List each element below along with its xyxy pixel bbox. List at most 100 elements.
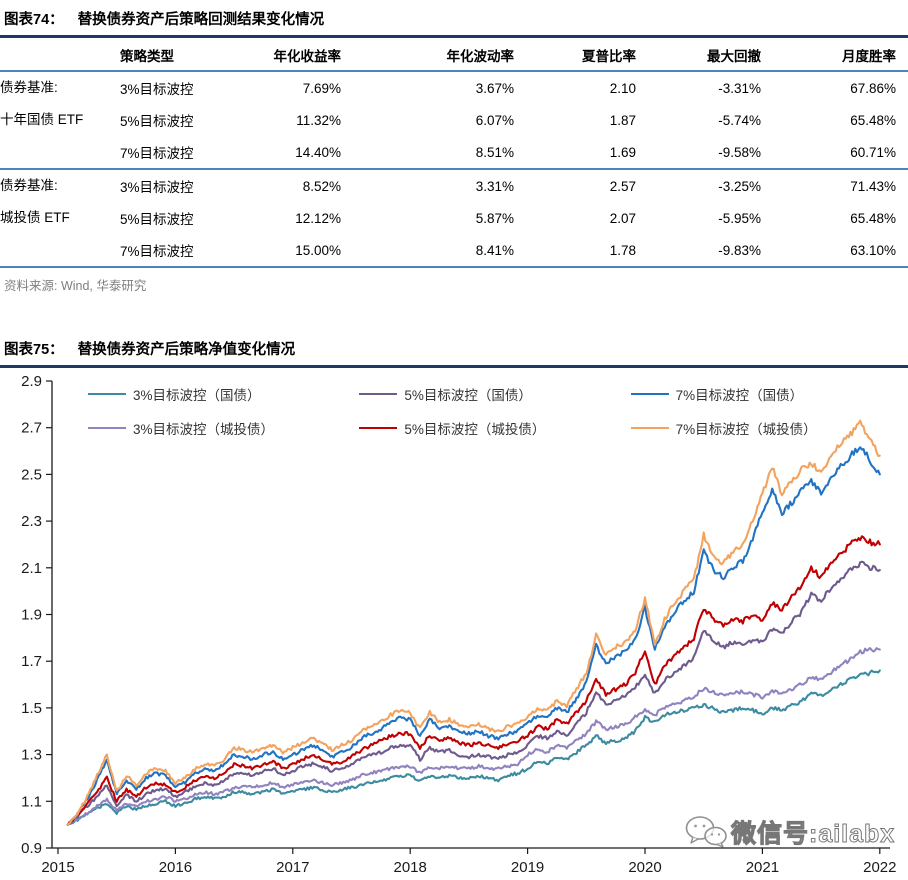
table-cell: 15.00% (295, 242, 341, 258)
y-tick-label: 1.1 (21, 793, 42, 810)
chart-legend: 3%目标波控（国债） 5%目标波控（国债） 7%目标波控（国债） 3%目标波控（城投债… (88, 384, 902, 438)
table-cell: -9.83% (718, 242, 761, 258)
table-cell: -5.95% (718, 210, 761, 226)
series-line (66, 647, 881, 826)
legend-item: 3%目标波控（城投债） (88, 418, 359, 438)
table-cell: 3.31% (475, 178, 514, 194)
figure-75: 图表75： 替换债券资产后策略净值变化情况 0.9 1.1 1.3 1.5 1.7 1.9 2… (0, 330, 908, 880)
legend-line-swatch (359, 426, 398, 430)
x-tick-label: 2021 (746, 859, 779, 876)
table-cell: 1.78 (609, 242, 636, 258)
benchmark-cell: 债券基准: 城投债 ETF (0, 170, 112, 266)
legend-item: 7%目标波控（城投债） (630, 418, 902, 438)
y-tick-label: 2.5 (21, 466, 42, 483)
net-value-chart: 0.9 1.1 1.3 1.5 1.7 1.9 2.1 2.3 2.5 2.7 2.9 2015 201… (21, 373, 896, 876)
legend-item: 5%目标波控（城投债） (359, 418, 630, 438)
figure74-title: 替换债券资产后策略回测结果变化情况 (77, 12, 325, 28)
table-cell: 2.07 (609, 210, 636, 226)
column-header: 策略类型 (120, 49, 174, 64)
y-tick-label: 1.3 (21, 747, 42, 764)
legend-line-swatch (630, 426, 669, 430)
table-cell: 8.52% (302, 178, 341, 194)
table-cell: 60.71% (850, 144, 896, 160)
x-tick-label: 2019 (511, 859, 544, 876)
legend-label: 5%目标波控（国债） (404, 388, 532, 403)
table-cell: 71.43% (850, 178, 896, 194)
series-line (66, 669, 881, 826)
table-row: 3%目标波控 7.69% 3.67% 2.10 -3.31% 67.86% (112, 72, 908, 104)
x-tick-label: 2020 (628, 859, 661, 876)
table-cell: 63.10% (850, 242, 896, 258)
legend-item: 3%目标波控（国债） (88, 384, 359, 404)
table-cell: 7%目标波控 (120, 244, 194, 259)
figure75-title: 替换债券资产后策略净值变化情况 (77, 342, 296, 358)
table-cell: 7%目标波控 (120, 146, 194, 161)
table-cell: 65.48% (850, 210, 896, 226)
table-cell: 5%目标波控 (120, 212, 194, 227)
chart-area: 0.9 1.1 1.3 1.5 1.7 1.9 2.1 2.3 2.5 2.7 2.9 2015 201… (0, 368, 908, 880)
legend-line-swatch (630, 392, 669, 396)
table-cell: 8.41% (475, 242, 514, 258)
y-tick-label: 2.1 (21, 560, 42, 577)
benchmark-line: 十年国债 ETF (0, 112, 84, 127)
series-line (66, 419, 881, 826)
benchmark-line: 债券基准: (0, 178, 58, 193)
column-header: 夏普比率 (582, 49, 636, 64)
series-line (66, 535, 881, 826)
legend-line-swatch (88, 426, 126, 430)
x-tick-label: 2018 (394, 859, 427, 876)
table-cell: 6.07% (475, 112, 514, 128)
table-cell: 3.67% (475, 80, 514, 96)
table-header-row: 策略类型 年化收益率 年化波动率 夏普比率 最大回撤 月度胜率 (0, 40, 908, 72)
table-row: 5%目标波控 12.12% 5.87% 2.07 -5.95% 65.48% (112, 202, 908, 234)
table-cell: 5.87% (475, 210, 514, 226)
benchmark-line: 债券基准: (0, 80, 58, 95)
column-header: 年化收益率 (273, 49, 342, 64)
y-tick-label: 2.7 (21, 420, 42, 437)
table-row: 5%目标波控 11.32% 6.07% 1.87 -5.74% 65.48% (112, 104, 908, 136)
table-row: 7%目标波控 14.40% 8.51% 1.69 -9.58% 60.71% (112, 136, 908, 168)
column-header: 月度胜率 (842, 49, 896, 64)
y-tick-label: 1.9 (21, 607, 42, 624)
legend-item: 7%目标波控（国债） (630, 384, 902, 404)
legend-label: 7%目标波控（城投债） (675, 422, 817, 437)
figure74-title-bar: 图表74： 替换债券资产后策略回测结果变化情况 (0, 0, 908, 38)
benchmark-cell: 债券基准: 十年国债 ETF (0, 72, 112, 168)
x-tick-label: 2015 (41, 859, 74, 876)
table-cell: 5%目标波控 (120, 114, 194, 129)
table-cell: 3%目标波控 (120, 82, 194, 97)
legend-label: 3%目标波控（城投债） (133, 422, 275, 437)
legend-line-swatch (88, 392, 126, 396)
figure74-label: 图表74： (4, 12, 64, 28)
table-cell: 67.86% (850, 80, 896, 96)
figure74-source: 资料来源: Wind, 华泰研究 (4, 279, 147, 293)
figure75-title-bar: 图表75： 替换债券资产后策略净值变化情况 (0, 330, 908, 368)
x-tick-label: 2022 (863, 859, 896, 876)
y-tick-label: 0.9 (21, 840, 42, 857)
figure-74: 图表74： 替换债券资产后策略回测结果变化情况 策略类型 年化收益率 年化波动率 夏普比… (0, 0, 908, 294)
table-cell: 2.57 (609, 178, 636, 194)
table-cell: 14.40% (295, 144, 341, 160)
table-cell: 8.51% (475, 144, 514, 160)
y-tick-label: 1.5 (21, 700, 42, 717)
table-cell: 1.87 (609, 112, 636, 128)
x-tick-label: 2016 (159, 859, 192, 876)
x-tick-label: 2017 (276, 859, 309, 876)
y-tick-label: 2.3 (21, 513, 42, 530)
column-header: 最大回撤 (707, 49, 761, 64)
table-cell: 11.32% (296, 112, 341, 128)
series-line (66, 446, 881, 826)
table-cell: 12.12% (295, 210, 341, 226)
legend-label: 5%目标波控（城投债） (404, 422, 546, 437)
table-cell: 7.69% (302, 80, 341, 96)
benchmark-line: 城投债 ETF (0, 210, 70, 225)
table-row: 3%目标波控 8.52% 3.31% 2.57 -3.25% 71.43% (112, 170, 908, 202)
legend-label: 7%目标波控（国债） (675, 388, 804, 403)
legend-label: 3%目标波控（国债） (133, 388, 261, 403)
table-row: 7%目标波控 15.00% 8.41% 1.78 -9.83% 63.10% (112, 234, 908, 266)
legend-line-swatch (359, 392, 398, 396)
backtest-table: 策略类型 年化收益率 年化波动率 夏普比率 最大回撤 月度胜率 债券基准: 十年国债 ETF… (0, 40, 908, 268)
series-line (66, 560, 881, 826)
table-cell: 65.48% (850, 112, 896, 128)
table-cell: -3.31% (718, 80, 761, 96)
